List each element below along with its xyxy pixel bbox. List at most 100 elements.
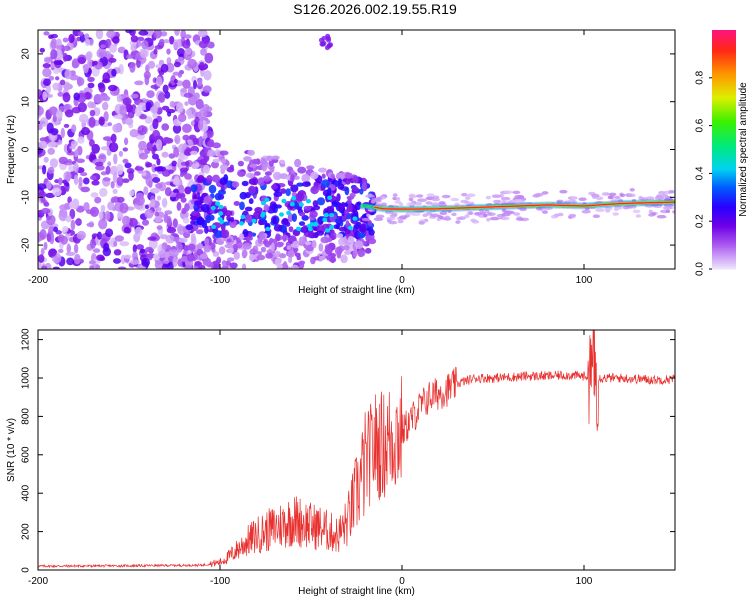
noise-blob xyxy=(158,250,167,258)
signal-line-band xyxy=(374,201,675,210)
noise-blob xyxy=(52,226,59,233)
noise-blob xyxy=(190,279,196,288)
noise-blob xyxy=(156,225,163,230)
colorbar-cell xyxy=(712,225,736,228)
noise-blob xyxy=(242,242,252,250)
noise-blob xyxy=(466,193,476,197)
colorbar-cell xyxy=(712,239,736,242)
noise-blob xyxy=(42,164,47,175)
noise-blob xyxy=(59,204,69,211)
noise-blob xyxy=(204,238,210,246)
noise-blob xyxy=(93,60,98,66)
noise-blob xyxy=(416,194,424,198)
noise-blob xyxy=(180,197,187,203)
y-tick-label: -10 xyxy=(21,190,32,205)
colorbar-cell xyxy=(712,221,736,224)
noise-blob xyxy=(269,166,275,173)
noise-blob xyxy=(218,204,224,210)
noise-blob xyxy=(279,253,287,259)
noise-blob xyxy=(144,116,153,124)
noise-blob xyxy=(114,235,125,242)
colorbar-cell xyxy=(712,177,736,180)
noise-blob xyxy=(408,197,414,202)
noise-blob xyxy=(559,189,568,194)
noise-blob xyxy=(352,210,359,219)
noise-blob xyxy=(329,256,337,263)
noise-blob xyxy=(176,48,186,57)
noise-blob xyxy=(214,230,223,239)
noise-blob xyxy=(116,93,122,103)
noise-blob xyxy=(226,238,232,243)
colorbar-cell xyxy=(712,111,736,115)
colorbar-cell xyxy=(712,213,736,216)
noise-blob xyxy=(187,58,197,69)
noise-blob xyxy=(100,44,106,49)
noise-blob xyxy=(173,61,181,68)
noise-blob xyxy=(38,140,48,149)
noise-blob xyxy=(47,147,55,155)
noise-blob xyxy=(270,269,278,273)
noise-blob xyxy=(43,31,50,36)
noise-blob xyxy=(622,205,630,210)
noise-blob xyxy=(367,208,373,212)
noise-blob xyxy=(501,199,506,204)
noise-blob xyxy=(130,258,140,265)
colorbar-cell xyxy=(712,219,736,222)
noise-blob xyxy=(111,68,117,77)
noise-blob xyxy=(73,253,81,265)
noise-blob xyxy=(100,146,110,151)
noise-blob xyxy=(166,215,172,226)
noise-blob xyxy=(205,106,213,112)
x-tick-label: 100 xyxy=(576,576,593,587)
colorbar-cell xyxy=(712,155,736,159)
noise-blob xyxy=(184,264,192,269)
noise-blob xyxy=(376,196,383,201)
noise-blob xyxy=(508,199,516,204)
noise-blob xyxy=(219,150,229,156)
noise-blob xyxy=(601,192,608,196)
noise-blob xyxy=(161,105,170,111)
colorbar-cell xyxy=(712,71,736,75)
noise-blob xyxy=(138,140,147,151)
noise-blob xyxy=(112,123,121,133)
noise-blob xyxy=(143,186,149,196)
y-tick-label: 600 xyxy=(21,446,32,463)
colorbar-cell xyxy=(712,227,736,230)
colorbar-cell xyxy=(712,89,736,93)
colorbar-cell xyxy=(712,159,736,163)
colorbar-cell xyxy=(712,249,736,252)
noise-blob xyxy=(63,104,71,111)
noise-blob xyxy=(325,228,330,233)
noise-blob xyxy=(309,222,315,227)
colorbar-cell xyxy=(712,145,736,149)
noise-blob xyxy=(394,200,402,204)
noise-blob xyxy=(168,153,176,159)
noise-blob xyxy=(57,248,64,254)
noise-blob xyxy=(264,241,271,248)
noise-blob xyxy=(39,47,45,53)
noise-blob xyxy=(375,214,385,219)
colorbar-cell xyxy=(712,59,736,63)
noise-blob xyxy=(614,195,621,200)
noise-blob xyxy=(237,171,246,176)
noise-blob xyxy=(247,149,255,156)
noise-blob xyxy=(318,243,324,252)
noise-blob xyxy=(48,106,58,116)
noise-blob xyxy=(204,52,214,64)
noise-blob xyxy=(343,244,350,251)
noise-blob xyxy=(144,74,150,86)
noise-blob xyxy=(208,214,215,221)
noise-blob xyxy=(624,193,633,197)
noise-blob xyxy=(39,117,49,127)
noise-blob xyxy=(198,135,203,147)
y-tick-label: -20 xyxy=(21,237,32,252)
noise-blob xyxy=(425,201,433,205)
noise-blob xyxy=(199,253,208,260)
noise-blob xyxy=(454,202,460,207)
noise-blob xyxy=(72,106,81,114)
colorbar-cell xyxy=(712,137,736,141)
colorbar-cell xyxy=(712,57,736,61)
noise-blob xyxy=(78,176,83,186)
colorbar-cell xyxy=(712,181,736,184)
noise-blob xyxy=(444,215,450,220)
